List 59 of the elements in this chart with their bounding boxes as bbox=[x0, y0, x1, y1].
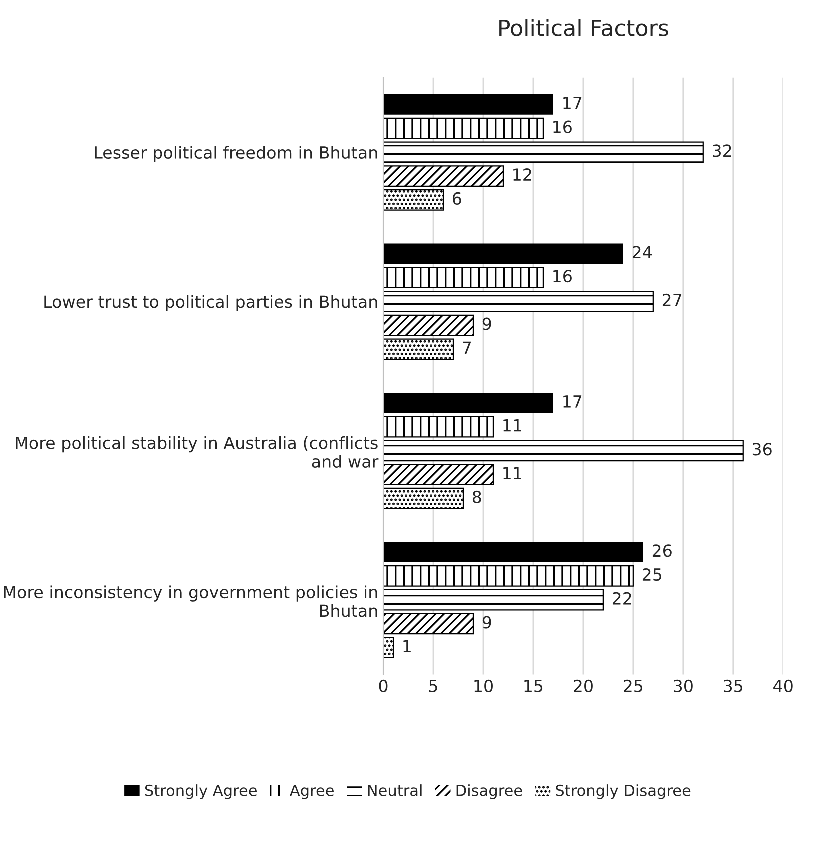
legend-label: Agree bbox=[290, 785, 334, 800]
y-tick-label: Lower trust to political parties in Bhutan bbox=[44, 295, 378, 312]
data-label: 9 bbox=[482, 616, 492, 629]
legend-label: Neutral bbox=[368, 784, 422, 796]
bar bbox=[384, 244, 624, 264]
data-label: 25 bbox=[642, 568, 662, 582]
bar bbox=[384, 290, 654, 312]
legend-label: Strongly Disagree bbox=[556, 784, 691, 800]
data-label: 26 bbox=[652, 544, 672, 558]
bar bbox=[384, 118, 544, 140]
data-label: 32 bbox=[712, 144, 732, 158]
chart-title: Political Factors bbox=[500, 19, 668, 36]
legend-label: Disagree bbox=[456, 784, 522, 800]
bar bbox=[384, 542, 644, 562]
data-label: 17 bbox=[564, 97, 582, 110]
data-label: 27 bbox=[662, 294, 682, 306]
y-tick-label: More inconsistency in government policies in Bhutan bbox=[4, 586, 378, 618]
bar bbox=[384, 94, 554, 115]
data-label: 16 bbox=[554, 120, 572, 134]
x-tick-label: 30 bbox=[674, 680, 693, 692]
x-tick-label: 5 bbox=[429, 680, 438, 692]
data-label: 36 bbox=[752, 443, 772, 456]
bar bbox=[384, 338, 454, 360]
data-label: 8 bbox=[472, 490, 482, 504]
data-label: 6 bbox=[452, 192, 462, 206]
bar bbox=[384, 267, 544, 288]
x-tick-label: 35 bbox=[724, 680, 743, 692]
x-tick-label: 0 bbox=[379, 680, 388, 692]
bar bbox=[384, 566, 634, 587]
bar bbox=[384, 314, 474, 336]
data-label: 22 bbox=[612, 592, 632, 605]
bar bbox=[384, 613, 474, 635]
data-label: 17 bbox=[564, 396, 582, 408]
bar bbox=[384, 142, 704, 164]
x-tick-label: 10 bbox=[474, 680, 493, 692]
data-label: 7 bbox=[463, 342, 472, 354]
x-tick-label: 40 bbox=[774, 680, 793, 692]
bar bbox=[384, 589, 604, 611]
y-tick-label: Lesser political freedom in Bhutan bbox=[95, 146, 378, 162]
x-tick-label: 25 bbox=[624, 680, 643, 692]
bar bbox=[384, 392, 554, 414]
bar bbox=[384, 464, 494, 486]
data-label: 11 bbox=[504, 419, 522, 432]
bar bbox=[384, 166, 504, 188]
data-label: 24 bbox=[632, 246, 652, 259]
bar bbox=[384, 190, 444, 211]
data-label: 16 bbox=[554, 270, 572, 283]
x-tick-label: 15 bbox=[524, 680, 543, 692]
data-label: 1 bbox=[404, 640, 411, 652]
legend-label: Strongly Agree bbox=[145, 784, 257, 800]
bar bbox=[384, 637, 394, 659]
bar bbox=[384, 488, 464, 510]
x-tick-label: 20 bbox=[574, 680, 593, 692]
data-label: 9 bbox=[482, 318, 492, 330]
y-tick-label: More political stability in Australia (conflicts and war bbox=[16, 436, 379, 468]
bar bbox=[384, 440, 744, 462]
data-label: 12 bbox=[514, 168, 532, 181]
data-label: 11 bbox=[504, 467, 522, 480]
bar bbox=[384, 416, 494, 438]
